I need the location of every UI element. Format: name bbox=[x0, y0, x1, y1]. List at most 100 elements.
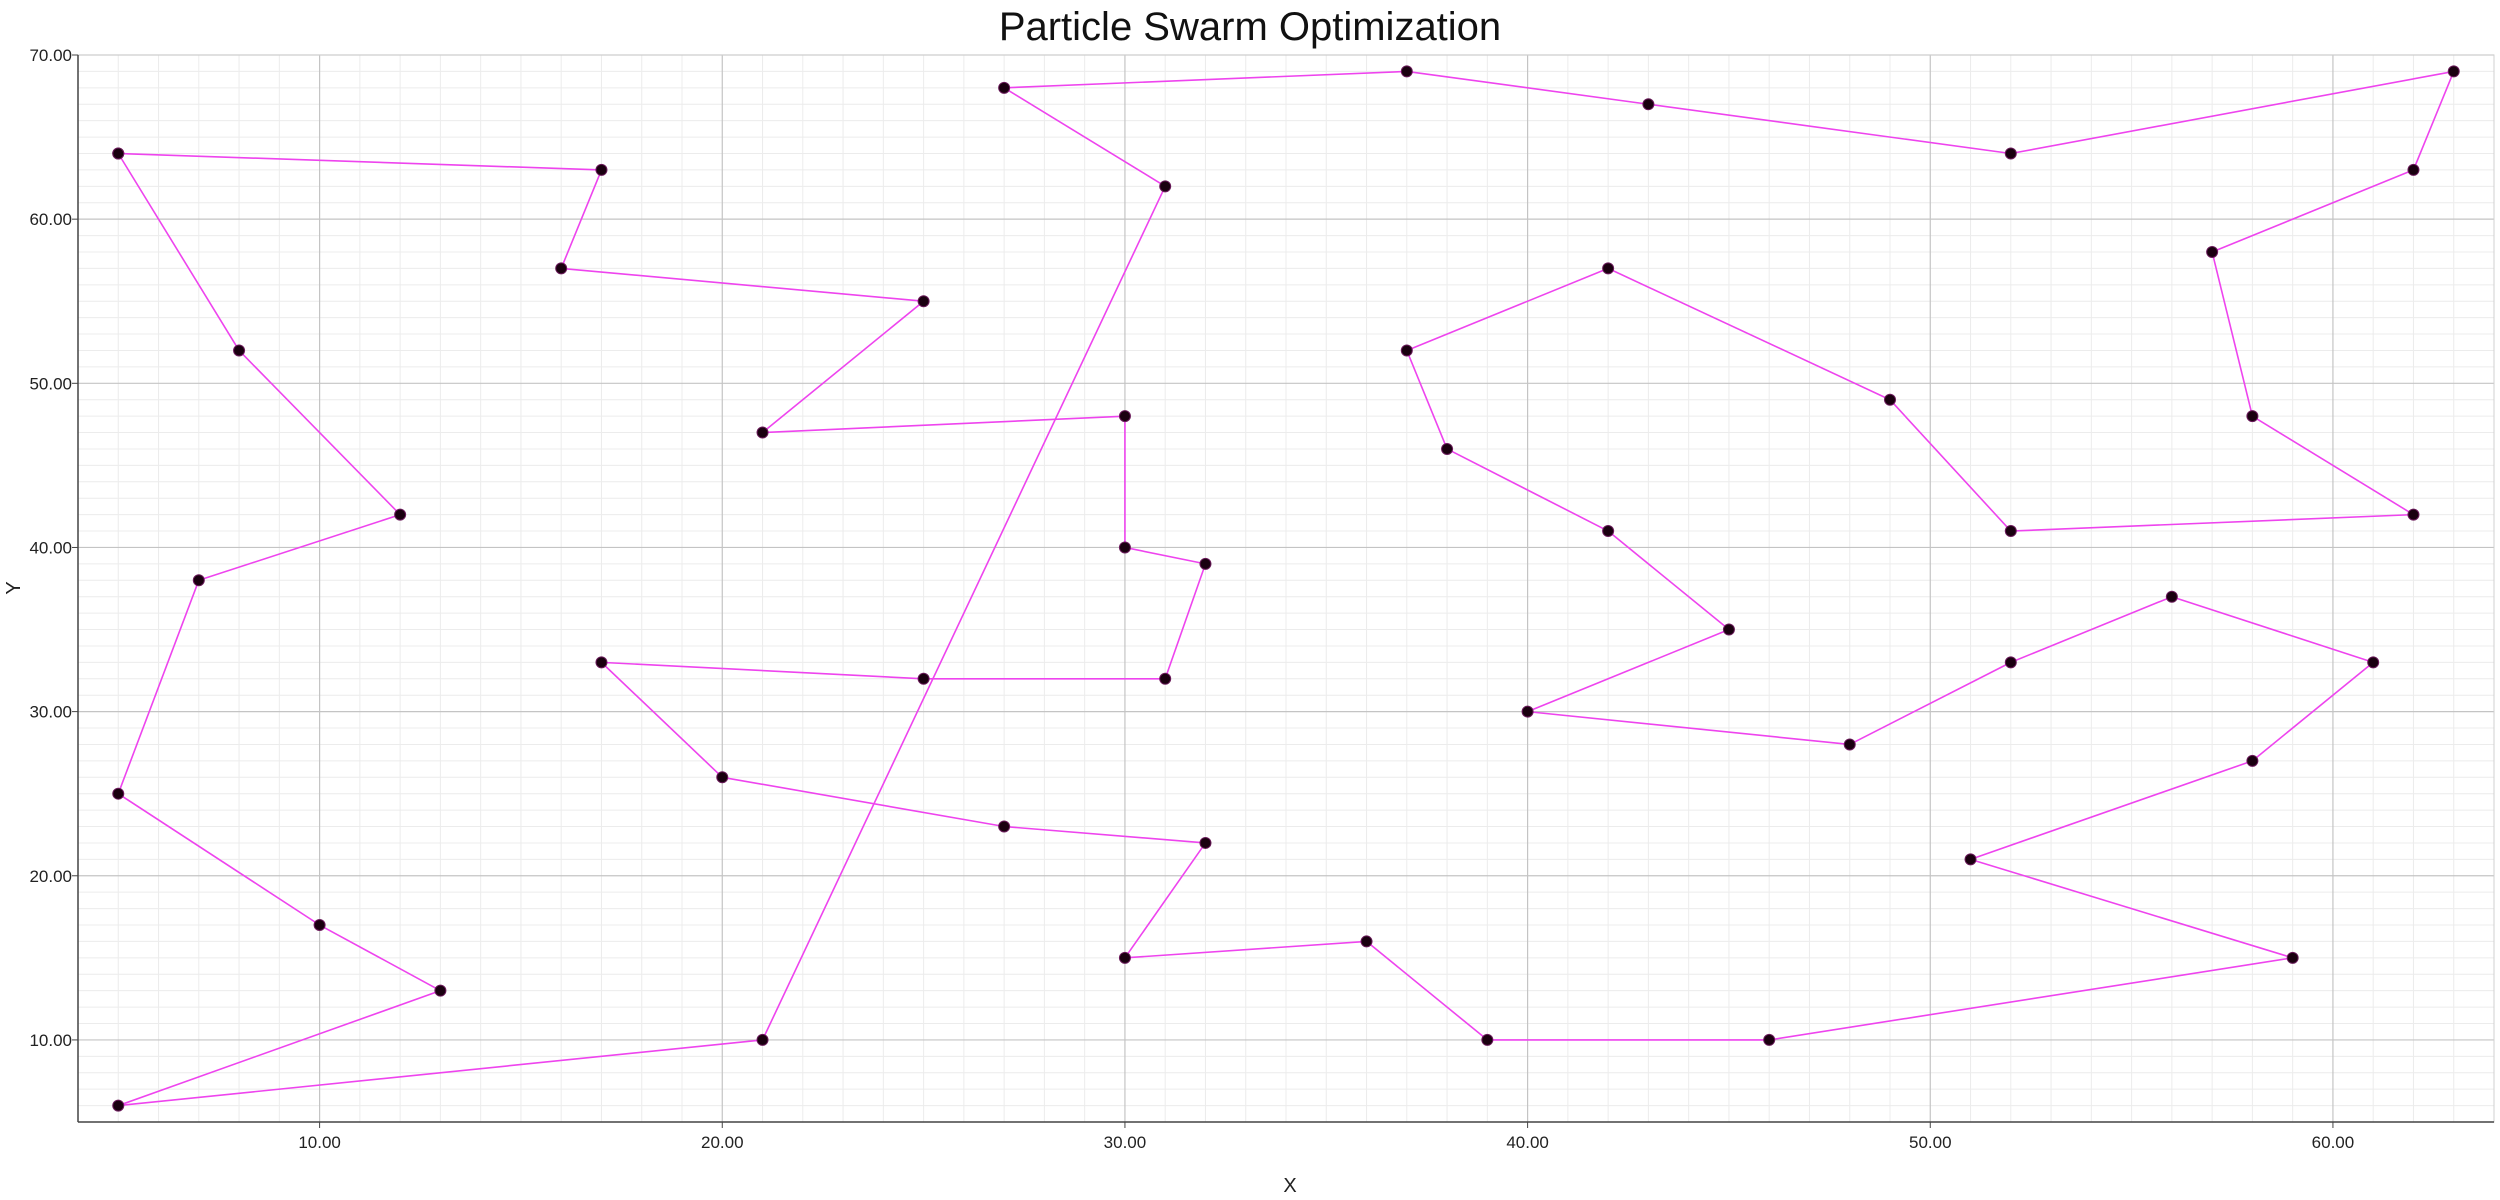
path-segment bbox=[1769, 957, 2293, 1041]
data-point bbox=[2004, 656, 2017, 669]
path-segment bbox=[117, 153, 240, 351]
y-tick-label: 20.00 bbox=[29, 867, 72, 886]
y-axis-label: Y bbox=[3, 581, 25, 594]
path-segment bbox=[1648, 103, 2011, 155]
data-point bbox=[1843, 738, 1856, 751]
path-segment bbox=[117, 793, 321, 926]
data-point bbox=[917, 672, 930, 685]
data-point bbox=[595, 163, 608, 176]
path-segment bbox=[2251, 415, 2414, 516]
data-point bbox=[1602, 262, 1615, 275]
data-point bbox=[756, 1033, 769, 1046]
path-layer bbox=[117, 70, 2455, 1107]
data-point bbox=[2004, 147, 2017, 160]
path-segment bbox=[118, 1039, 763, 1107]
path-segment bbox=[560, 169, 603, 269]
data-point bbox=[1481, 1033, 1494, 1046]
data-point bbox=[2407, 163, 2420, 176]
path-segment bbox=[118, 152, 602, 171]
x-tick-label: 50.00 bbox=[1909, 1133, 1952, 1152]
path-segment bbox=[561, 267, 924, 303]
data-point bbox=[2286, 951, 2299, 964]
path-segment bbox=[238, 349, 401, 516]
path-segment bbox=[117, 580, 200, 794]
path-segment bbox=[1124, 546, 1206, 565]
path-segment bbox=[761, 185, 1166, 1041]
axes bbox=[72, 54, 2495, 1128]
data-point bbox=[1521, 705, 1534, 718]
data-point bbox=[998, 81, 1011, 94]
x-tick-label: 20.00 bbox=[701, 1133, 744, 1152]
data-point bbox=[1964, 853, 1977, 866]
path-segment bbox=[319, 924, 441, 992]
path-segment bbox=[2211, 169, 2414, 253]
data-point bbox=[112, 787, 125, 800]
path-segment bbox=[2412, 71, 2455, 171]
data-point bbox=[112, 147, 125, 160]
data-point bbox=[2165, 590, 2178, 603]
data-point bbox=[1199, 836, 1212, 849]
path-segment bbox=[1849, 661, 2012, 746]
data-point bbox=[434, 984, 447, 997]
data-point bbox=[313, 919, 326, 932]
data-point bbox=[1763, 1033, 1776, 1046]
data-point bbox=[2407, 508, 2420, 521]
path-segment bbox=[1889, 399, 2012, 532]
y-tick-label: 30.00 bbox=[29, 703, 72, 722]
data-point bbox=[1118, 410, 1131, 423]
data-point bbox=[756, 426, 769, 439]
data-point bbox=[2206, 245, 2219, 258]
x-axis-label: X bbox=[1283, 1175, 1296, 1197]
x-tick-label: 30.00 bbox=[1104, 1133, 1147, 1152]
path-segment bbox=[1124, 842, 1207, 959]
data-point bbox=[1159, 672, 1172, 685]
path-segment bbox=[117, 989, 441, 1107]
path-segment bbox=[762, 300, 925, 434]
path-segment bbox=[1004, 70, 1407, 89]
data-point bbox=[2246, 410, 2259, 423]
path-segment bbox=[2010, 595, 2173, 664]
chart-title: Particle Swarm Optimization bbox=[999, 5, 1501, 49]
data-point bbox=[2004, 525, 2017, 538]
path-segment bbox=[1970, 858, 2293, 959]
data-point bbox=[1884, 393, 1896, 406]
path-segment bbox=[1124, 940, 1367, 959]
data-point bbox=[2246, 754, 2259, 767]
data-point bbox=[555, 262, 568, 275]
path-segment bbox=[1003, 87, 1166, 188]
path-segment bbox=[1970, 760, 2253, 861]
tick-labels: 10.00 20.00 30.00 40.00 50.00 60.00 10.00 20.00… bbox=[29, 46, 2354, 1152]
data-point bbox=[1118, 541, 1131, 554]
y-tick-label: 60.00 bbox=[29, 210, 72, 229]
data-point bbox=[233, 344, 246, 357]
points-layer bbox=[112, 65, 2460, 1112]
data-point bbox=[2367, 656, 2380, 669]
data-point bbox=[1602, 525, 1615, 538]
path-segment bbox=[2251, 661, 2374, 762]
data-point bbox=[1400, 344, 1413, 357]
data-point bbox=[595, 656, 608, 669]
path-segment bbox=[1406, 267, 1609, 352]
data-point bbox=[1118, 951, 1131, 964]
path-segment bbox=[1004, 825, 1206, 844]
data-point bbox=[2447, 65, 2460, 78]
data-point bbox=[1199, 557, 1212, 570]
path-segment bbox=[198, 513, 401, 582]
path-segment bbox=[722, 776, 1005, 828]
grid-minor bbox=[77, 55, 2495, 1123]
data-point bbox=[192, 574, 205, 587]
path-segment bbox=[2010, 70, 2454, 155]
data-point bbox=[1642, 98, 1655, 111]
data-point bbox=[1400, 65, 1413, 78]
path-segment bbox=[762, 415, 1125, 434]
data-point bbox=[1159, 180, 1172, 193]
data-point bbox=[394, 508, 407, 521]
y-tick-label: 70.00 bbox=[29, 46, 72, 65]
path-segment bbox=[2211, 251, 2254, 417]
data-point bbox=[1441, 442, 1454, 455]
path-segment bbox=[601, 661, 924, 680]
x-tick-label: 10.00 bbox=[298, 1133, 341, 1152]
data-point bbox=[716, 771, 729, 784]
path-segment bbox=[1607, 267, 1891, 401]
